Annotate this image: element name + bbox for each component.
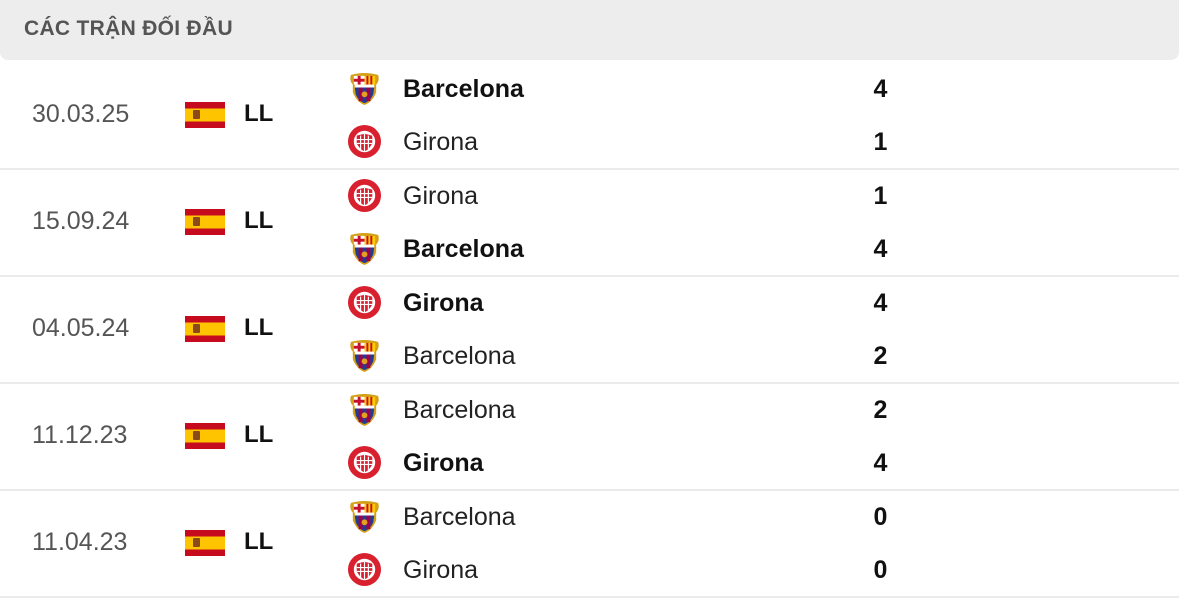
team-name: Girona — [403, 128, 479, 156]
league-abbr: LL — [244, 421, 274, 448]
section-header: CÁC TRẬN ĐỐI ĐẦU — [0, 0, 1179, 60]
spain-flag-icon — [185, 102, 225, 128]
team-line: Girona 1 — [347, 122, 907, 162]
match-row[interactable]: 11.12.23 LL Barcelona 2 Girona 4 — [0, 383, 1179, 491]
team-score: 4 — [873, 449, 888, 477]
team-name: Barcelona — [403, 342, 516, 370]
match-date: 11.12.23 — [32, 421, 128, 449]
spain-flag-icon — [185, 316, 225, 342]
match-date: 30.03.25 — [32, 100, 130, 128]
barcelona-crest-icon — [347, 338, 382, 373]
match-row[interactable]: 30.03.25 LL Barcelona 4 Girona 1 — [0, 62, 1179, 170]
barcelona-crest-icon — [347, 499, 382, 534]
team-line: Barcelona 2 — [347, 336, 907, 376]
match-row[interactable]: 04.05.24 LL Girona 4 Barcelona 2 — [0, 276, 1179, 384]
team-line: Barcelona 4 — [347, 229, 907, 269]
barcelona-crest-icon — [347, 71, 382, 106]
match-row[interactable]: 15.09.24 LL Girona 1 Barcelona 4 — [0, 169, 1179, 277]
team-name: Barcelona — [403, 75, 524, 103]
girona-crest-icon — [347, 552, 382, 587]
team-score: 1 — [873, 128, 888, 156]
girona-crest-icon — [347, 445, 382, 480]
team-line: Girona 1 — [347, 176, 907, 216]
team-name: Girona — [403, 556, 479, 584]
team-line: Barcelona 2 — [347, 390, 907, 430]
league-abbr: LL — [244, 528, 274, 555]
team-name: Barcelona — [403, 396, 516, 424]
girona-crest-icon — [347, 124, 382, 159]
match-date: 11.04.23 — [32, 528, 128, 556]
team-name: Girona — [403, 182, 479, 210]
barcelona-crest-icon — [347, 231, 382, 266]
match-row[interactable]: 11.04.23 LL Barcelona 0 Girona 0 — [0, 490, 1179, 598]
team-score: 2 — [873, 342, 888, 370]
league-abbr: LL — [244, 207, 274, 234]
team-line: Girona 0 — [347, 550, 907, 590]
team-score: 0 — [873, 556, 888, 584]
spain-flag-icon — [185, 423, 225, 449]
team-line: Barcelona 0 — [347, 497, 907, 537]
girona-crest-icon — [347, 178, 382, 213]
team-name: Girona — [403, 449, 484, 477]
league-abbr: LL — [244, 100, 274, 127]
barcelona-crest-icon — [347, 392, 382, 427]
league-abbr: LL — [244, 314, 274, 341]
team-name: Barcelona — [403, 503, 516, 531]
team-name: Girona — [403, 289, 484, 317]
team-name: Barcelona — [403, 235, 524, 263]
match-date: 04.05.24 — [32, 314, 130, 342]
spain-flag-icon — [185, 530, 225, 556]
team-score: 4 — [873, 75, 888, 103]
spain-flag-icon — [185, 209, 225, 235]
team-score: 4 — [873, 289, 888, 317]
team-line: Barcelona 4 — [347, 69, 907, 109]
team-score: 4 — [873, 235, 888, 263]
team-score: 1 — [873, 182, 888, 210]
team-score: 2 — [873, 396, 888, 424]
girona-crest-icon — [347, 285, 382, 320]
section-title: CÁC TRẬN ĐỐI ĐẦU — [24, 17, 233, 40]
team-score: 0 — [873, 503, 888, 531]
team-line: Girona 4 — [347, 443, 907, 483]
match-date: 15.09.24 — [32, 207, 130, 235]
team-line: Girona 4 — [347, 283, 907, 323]
